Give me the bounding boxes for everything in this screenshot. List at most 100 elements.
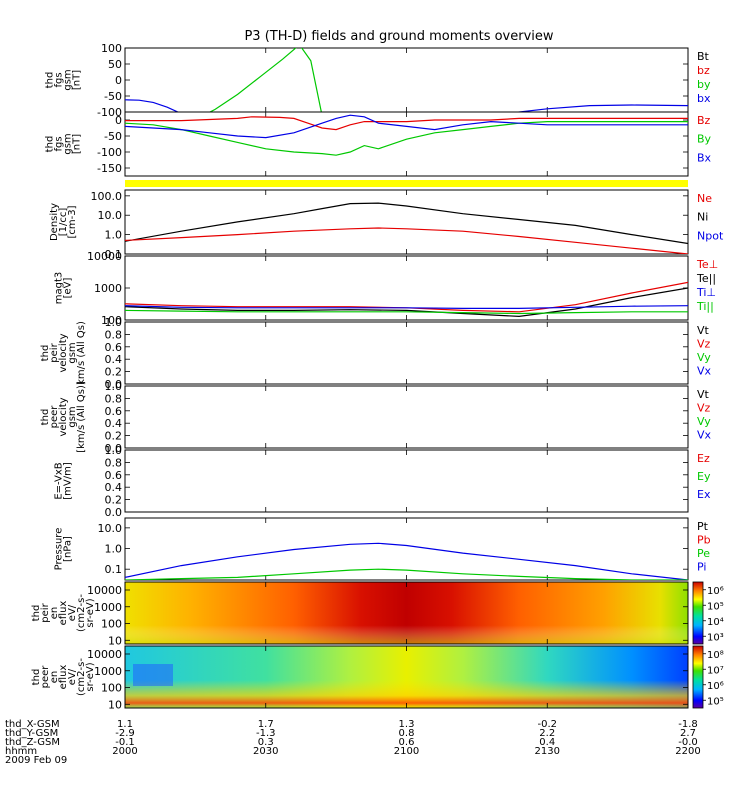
legend-Bx: Bx: [697, 151, 712, 164]
y-axis-label: eflux: [58, 601, 69, 626]
y-tick-label: 1.0: [105, 380, 123, 393]
y-tick-label: 10: [108, 698, 122, 711]
footer-tick-x: 1.3: [399, 719, 415, 730]
footer-row-label: thd_X-GSM: [5, 719, 60, 730]
y-axis-label: (cm2-s-: [76, 658, 87, 696]
y-tick-label: 50: [108, 58, 122, 71]
y-tick-label: 1.0: [105, 543, 123, 556]
y-axis-label: Density: [49, 203, 60, 241]
y-axis-label: velocity: [58, 397, 69, 436]
colorbar-tick-label: 10³: [707, 632, 724, 643]
footer-tick-hhmm: 2030: [253, 746, 278, 757]
y-axis-label: (cm2-s-: [76, 594, 87, 632]
footer-tick-hhmm: 2200: [675, 746, 700, 757]
y-axis-label: [eV]: [63, 278, 74, 299]
legend-Vz: Vz: [697, 338, 711, 351]
footer-tick-hhmm: 2130: [535, 746, 560, 757]
series-by: [208, 48, 322, 112]
electron-spectrogram-patch: [133, 664, 173, 686]
y-tick-label: 0.2: [105, 430, 123, 443]
y-axis-label: sr-eV): [85, 662, 96, 691]
y-axis-label: gsm: [67, 406, 78, 427]
legend-Pb: Pb: [697, 534, 711, 547]
y-tick-label: 0.6: [105, 405, 123, 418]
y-axis-label: gsm: [63, 69, 74, 90]
ion-spectrogram-lowband: [125, 582, 688, 644]
legend-Ez: Ez: [697, 452, 710, 465]
colorbar-tick-label: 10⁵: [707, 601, 724, 612]
footer-tick-y: -2.9: [115, 728, 135, 739]
colorbar-tick-label: 10⁶: [707, 586, 724, 597]
y-tick-label: 10: [108, 634, 122, 647]
series-Ne: [125, 227, 688, 254]
y-axis-label: Pressure: [54, 528, 65, 571]
y-tick-label: 10000: [87, 584, 122, 597]
y-tick-label: 10.0: [98, 522, 123, 535]
y-tick-label: 100.0: [91, 190, 123, 203]
y-tick-label: -150: [97, 162, 122, 175]
y-tick-label: 100: [101, 42, 122, 55]
y-tick-label: -50: [104, 90, 122, 103]
series-Bx: [125, 114, 688, 139]
footer-tick-y: 2.7: [680, 728, 696, 739]
colorbar-tick-label: 10⁴: [707, 617, 724, 628]
footer-tick-z: 0.6: [399, 737, 415, 748]
y-tick-label: -50: [104, 130, 122, 143]
footer-tick-y: -1.3: [256, 728, 276, 739]
series-By: [125, 120, 688, 156]
y-axis-label: fgs: [54, 72, 65, 87]
y-tick-label: 0.6: [105, 469, 123, 482]
y-axis-label: eV/: [67, 668, 78, 685]
panel-frame: [124, 47, 689, 113]
y-axis-label: velocity: [58, 333, 69, 372]
colorbar-peir_spec: [692, 581, 704, 645]
y-tick-label: 0.8: [105, 392, 123, 405]
y-tick-label: 100: [101, 682, 122, 695]
y-axis-label: peer: [49, 405, 60, 429]
electron-spectrogram-lowband: [125, 646, 688, 708]
legend-By: By: [697, 133, 712, 146]
panel-density: 100.0 10.0 1.0 0.1 Density[1/cc][cm-3] Ne Ni Np…: [49, 189, 724, 261]
panel-frame: [124, 189, 689, 255]
series-bx: [125, 99, 688, 112]
y-tick-label: 0.8: [105, 328, 123, 341]
legend-Npot: Npot: [697, 229, 724, 242]
footer-tick-y: 0.8: [399, 728, 415, 739]
footer-tick-x: -1.8: [678, 719, 698, 730]
footer-tick-z: -0.0: [678, 737, 698, 748]
legend-Vt: Vt: [697, 324, 710, 337]
y-axis-label: peir: [49, 342, 60, 362]
y-axis-label: [cm-3]: [67, 205, 78, 238]
legend-Vy: Vy: [697, 351, 711, 364]
footer-row-label: hhmm: [5, 746, 37, 757]
panel-peir_v: 1.00.80.60.40.20.0thdpeirvelocitygsmkm/s…: [40, 316, 712, 391]
y-axis-label: thd: [31, 669, 42, 686]
y-axis-label: [nT]: [72, 70, 83, 90]
y-axis-label: gsm: [63, 133, 74, 154]
y-tick-label: 100: [101, 618, 122, 631]
y-axis-label: thd: [31, 605, 42, 622]
series-Ti||: [125, 309, 688, 315]
y-axis-label: eV/: [67, 604, 78, 621]
footer-tick-x: -0.2: [537, 719, 557, 730]
footer-tick-z: 0.4: [539, 737, 555, 748]
colorbar-tick-label: 10⁷: [707, 665, 724, 676]
y-tick-label: 0.6: [105, 341, 123, 354]
y-axis-label: peer: [40, 665, 51, 689]
panel-peer_v: 1.00.80.60.40.20.0thdpeervelocitygsm[km/…: [40, 380, 712, 455]
y-tick-label: 0.4: [105, 353, 123, 366]
y-axis-label: en: [49, 607, 60, 620]
panel-peir_spec: 10⁶ 10⁵ 10⁴ 10³ 10000 1000 100 10 thdpeireneflux…: [31, 581, 724, 647]
colorbar-tick-label: 10⁵: [707, 696, 724, 707]
y-axis-label: eflux: [58, 665, 69, 690]
footer-tick-hhmm: 2100: [394, 746, 419, 757]
footer-row-label: thd_Z-GSM: [5, 737, 60, 748]
y-tick-label: 1000: [94, 282, 122, 295]
legend-Ne: Ne: [697, 192, 712, 205]
chart-title: P3 (TH-D) fields and ground moments over…: [244, 29, 553, 44]
y-tick-label: -100: [97, 146, 122, 159]
y-tick-label: 10000: [87, 648, 122, 661]
series-Ni: [125, 202, 688, 245]
legend-Ti⊥: Ti⊥: [696, 286, 716, 299]
